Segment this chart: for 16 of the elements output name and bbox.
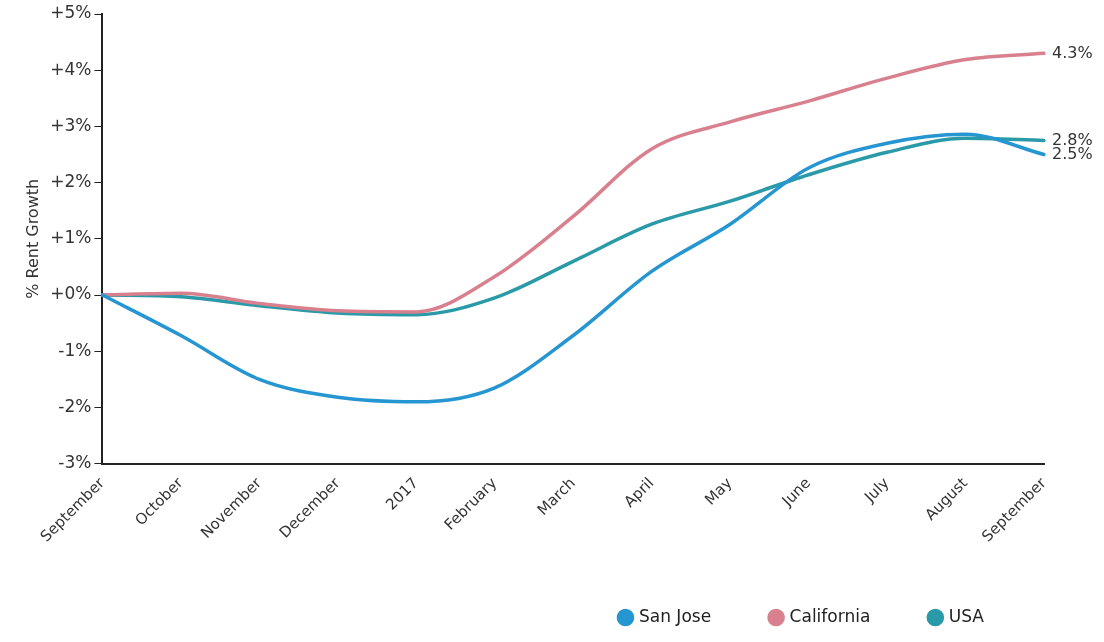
legend-label: California — [789, 605, 871, 626]
y-tick-label: +2% — [50, 171, 92, 192]
data-label: 4.3% — [1052, 42, 1093, 62]
y-tick-label: +5% — [50, 2, 92, 23]
y-tick-label: -2% — [58, 395, 92, 416]
legend-label: San Jose — [638, 605, 712, 626]
y-tick-label: +0% — [50, 283, 92, 304]
y-tick-label: -3% — [58, 452, 92, 473]
y-tick-label: -1% — [58, 339, 92, 360]
y-axis-title: % Rent Growth — [22, 178, 42, 299]
line-series — [100, 51, 1046, 314]
y-tick-label: +1% — [50, 227, 92, 248]
y-tick-label: +3% — [50, 114, 92, 135]
y-tick-label: +4% — [50, 58, 92, 79]
line-series — [100, 132, 1046, 404]
legend-label: USA — [948, 605, 985, 626]
